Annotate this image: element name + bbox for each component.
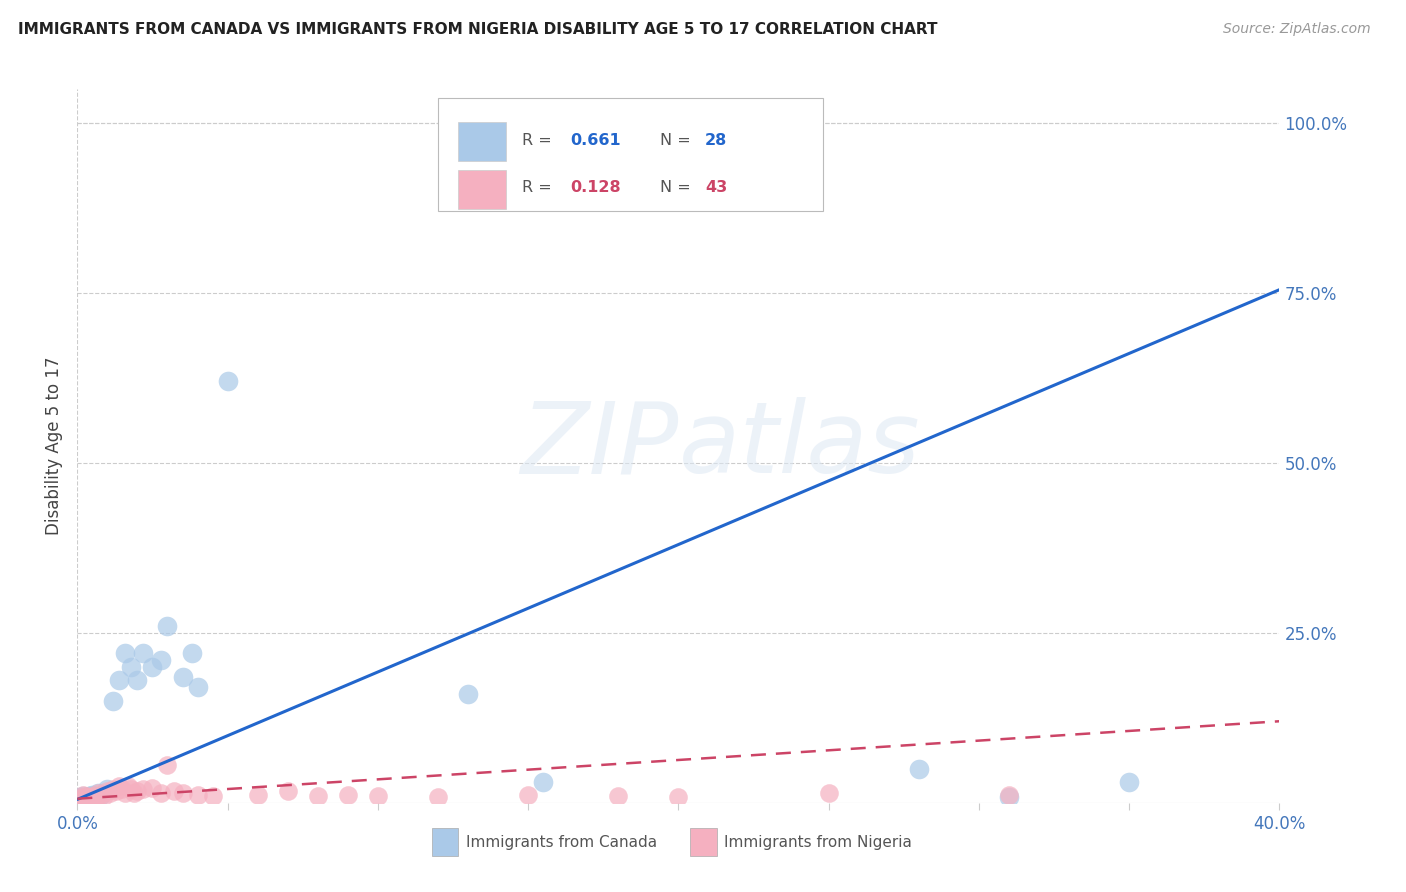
Point [69,790,91,805]
Text: 0.661: 0.661 [571,133,621,147]
Point [132,646,155,660]
Bar [458,122,506,161]
Point [172,670,194,684]
Point [307,789,329,803]
Point [531,775,554,789]
Point [90,788,112,802]
Point [117,779,139,793]
Point [84,789,107,803]
Point [427,790,450,805]
Point [114,646,136,660]
Point [998,788,1021,802]
Text: IMMIGRANTS FROM CANADA VS IMMIGRANTS FROM NIGERIA DISABILITY AGE 5 TO 17 CORRELA: IMMIGRANTS FROM CANADA VS IMMIGRANTS FRO… [18,22,938,37]
Point [668,790,690,805]
Point [93,789,115,803]
FancyBboxPatch shape [439,98,823,211]
Point [132,782,155,797]
Point [87,789,110,803]
Point [75,790,97,805]
Point [87,786,110,800]
Point [103,782,125,797]
Point [180,646,202,660]
Text: atlas: atlas [679,398,920,494]
Text: R =: R = [522,133,557,147]
Point [124,786,146,800]
Text: ZIP: ZIP [520,398,679,494]
Point [82,792,104,806]
Point [1118,775,1140,789]
Point [120,660,142,674]
Point [82,789,104,803]
Point [127,783,149,797]
Point [150,653,173,667]
Point [72,788,94,802]
Text: Immigrants from Nigeria: Immigrants from Nigeria [724,835,912,849]
Point [156,619,179,633]
Point [141,660,163,674]
Text: 28: 28 [704,133,727,147]
Text: 0.128: 0.128 [571,180,621,195]
Point [108,673,131,688]
Text: N =: N = [661,180,696,195]
Point [817,786,839,800]
Point [201,789,224,803]
Point [187,680,209,694]
Point [120,782,142,797]
Point [84,790,107,805]
Point [336,788,359,802]
Point [72,790,94,805]
Bar [458,169,506,209]
Point [100,786,122,800]
Point [72,789,94,803]
Point [82,788,104,802]
Point [90,788,112,802]
Point [607,789,630,803]
Point [998,790,1021,805]
Point [141,780,163,795]
Point [103,694,125,708]
Bar [432,828,458,856]
Point [105,783,128,797]
Text: Immigrants from Canada: Immigrants from Canada [465,835,657,849]
Point [277,783,299,797]
Text: Source: ZipAtlas.com: Source: ZipAtlas.com [1223,22,1371,37]
Point [79,790,101,805]
Point [114,786,136,800]
Point [457,687,479,701]
Point [96,782,118,797]
Point [87,786,110,800]
Point [246,788,269,802]
Point [111,782,134,797]
Point [127,673,149,688]
Point [908,762,931,776]
Point [96,783,118,797]
Point [217,375,239,389]
Point [75,789,97,803]
Point [517,788,540,802]
Text: 43: 43 [704,180,727,195]
Y-axis label: Disability Age 5 to 17: Disability Age 5 to 17 [45,357,63,535]
Point [108,779,131,793]
Point [69,792,91,806]
Point [75,792,97,806]
Point [162,783,184,797]
Point [187,788,209,802]
Point [367,789,389,803]
Point [79,789,101,803]
Point [156,758,179,772]
Point [172,786,194,800]
Point [150,786,173,800]
Text: R =: R = [522,180,557,195]
Text: N =: N = [661,133,696,147]
Bar [690,828,717,856]
